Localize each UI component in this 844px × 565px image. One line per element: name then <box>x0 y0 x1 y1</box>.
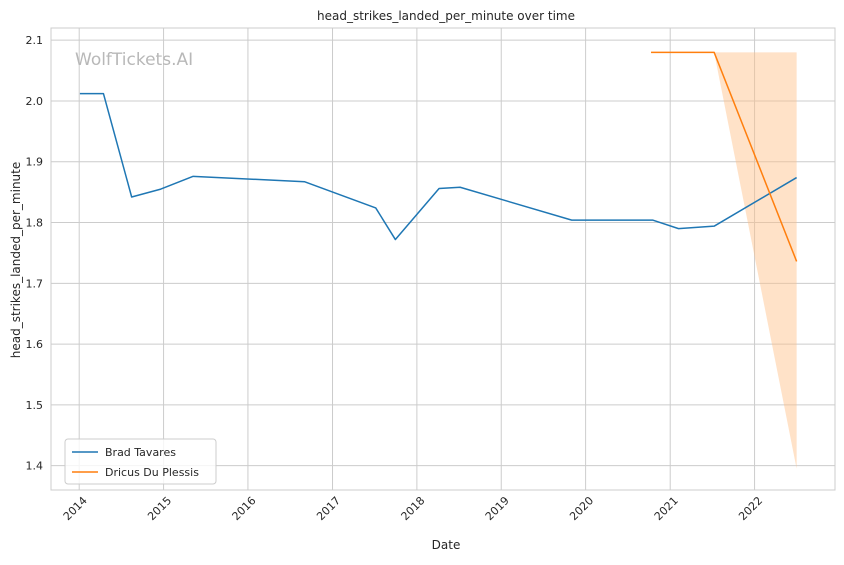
confidence-bands <box>714 52 797 469</box>
y-tick-label: 1.8 <box>26 217 44 230</box>
confidence-band-1 <box>714 52 797 469</box>
y-tick-label: 1.5 <box>26 399 44 412</box>
series-line-0 <box>79 92 798 241</box>
y-tick-label: 2.1 <box>26 34 44 47</box>
legend: Brad Tavares Dricus Du Plessis <box>64 438 217 485</box>
series-lines <box>79 51 798 262</box>
legend-box <box>64 438 217 485</box>
y-tick-label: 1.4 <box>26 460 44 473</box>
plot-frame <box>50 27 836 491</box>
series-line-1 <box>651 51 798 262</box>
y-tick-label: 1.6 <box>26 338 44 351</box>
grid-lines <box>51 28 835 490</box>
y-axis-title: head_strikes_landed_per_minute <box>9 162 23 359</box>
chart-title: head_strikes_landed_per_minute over time <box>317 9 575 23</box>
watermark: WolfTickets.AI <box>75 50 193 70</box>
y-tick-label: 1.9 <box>26 156 44 169</box>
y-tick-label: 2.0 <box>26 95 44 108</box>
legend-label-brad-tavares: Brad Tavares <box>105 446 176 459</box>
legend-label-dricus-du-plessis: Dricus Du Plessis <box>105 466 199 479</box>
y-tick-labels: 1.4 1.5 1.6 1.7 1.8 1.9 2.0 2.1 <box>26 34 44 473</box>
x-axis-title: Date <box>432 538 461 552</box>
y-tick-label: 1.7 <box>26 277 44 290</box>
